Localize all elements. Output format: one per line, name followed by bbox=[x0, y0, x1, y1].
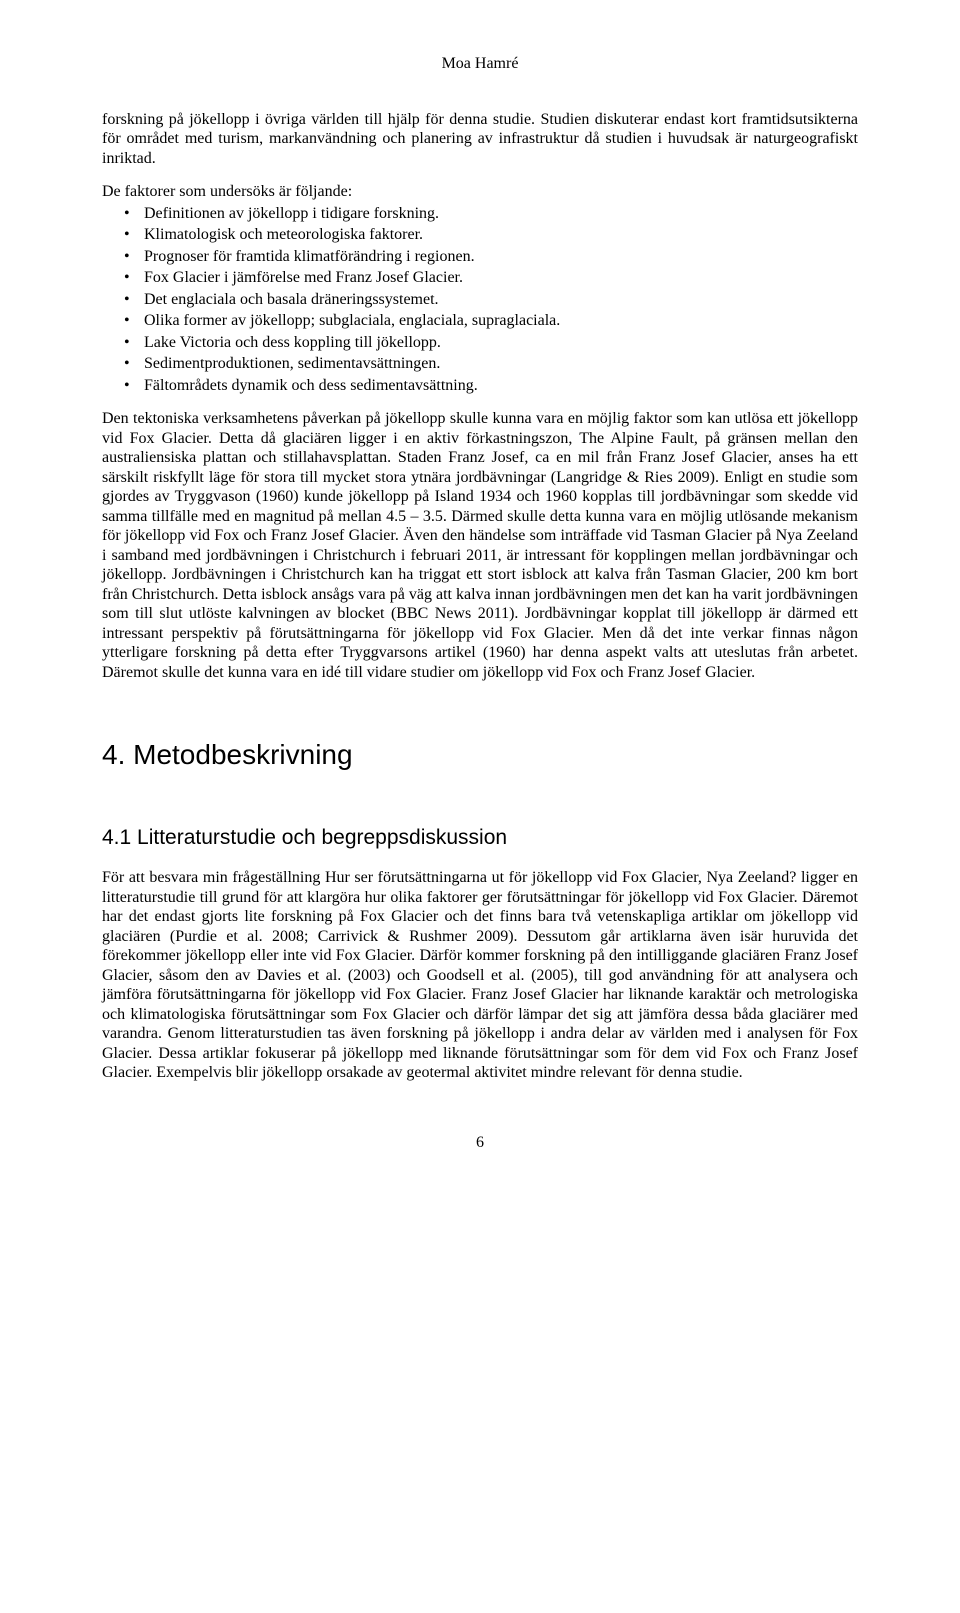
paragraph-tectonic: Den tektoniska verksamhetens påverkan på… bbox=[102, 409, 858, 682]
section-heading-4-1: 4.1 Litteraturstudie och begreppsdiskuss… bbox=[102, 825, 858, 851]
list-item: Klimatologisk och meteorologiska faktore… bbox=[102, 225, 858, 245]
list-item: Sedimentproduktionen, sedimentavsättning… bbox=[102, 354, 858, 374]
paragraph-intro: forskning på jökellopp i övriga världen … bbox=[102, 110, 858, 169]
list-item: Definitionen av jökellopp i tidigare for… bbox=[102, 204, 858, 224]
list-item: Fältområdets dynamik och dess sedimentav… bbox=[102, 376, 858, 396]
section-heading-4: 4. Metodbeskrivning bbox=[102, 738, 858, 772]
list-item: Prognoser för framtida klimatförändring … bbox=[102, 247, 858, 267]
list-item: Fox Glacier i jämförelse med Franz Josef… bbox=[102, 268, 858, 288]
paragraph-literature: För att besvara min frågeställning Hur s… bbox=[102, 868, 858, 1083]
list-item: Lake Victoria och dess koppling till jök… bbox=[102, 333, 858, 353]
list-item: Det englaciala och basala dräneringssyst… bbox=[102, 290, 858, 310]
page-number: 6 bbox=[102, 1133, 858, 1153]
factors-intro: De faktorer som undersöks är följande: bbox=[102, 182, 858, 202]
factors-list: Definitionen av jökellopp i tidigare for… bbox=[102, 204, 858, 396]
list-item: Olika former av jökellopp; subglaciala, … bbox=[102, 311, 858, 331]
page-header-author: Moa Hamré bbox=[102, 54, 858, 74]
